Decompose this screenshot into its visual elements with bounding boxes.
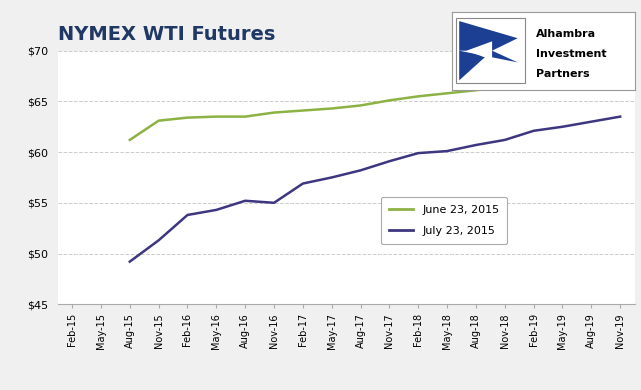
Polygon shape (459, 51, 518, 80)
Text: NYMEX WTI Futures: NYMEX WTI Futures (58, 25, 275, 44)
Legend: June 23, 2015, July 23, 2015: June 23, 2015, July 23, 2015 (381, 197, 507, 244)
Bar (456, 18, 525, 83)
Text: Investment: Investment (536, 49, 606, 59)
Polygon shape (467, 41, 492, 60)
Text: Alhambra: Alhambra (536, 29, 596, 39)
Polygon shape (459, 21, 518, 51)
Text: Partners: Partners (536, 69, 590, 80)
